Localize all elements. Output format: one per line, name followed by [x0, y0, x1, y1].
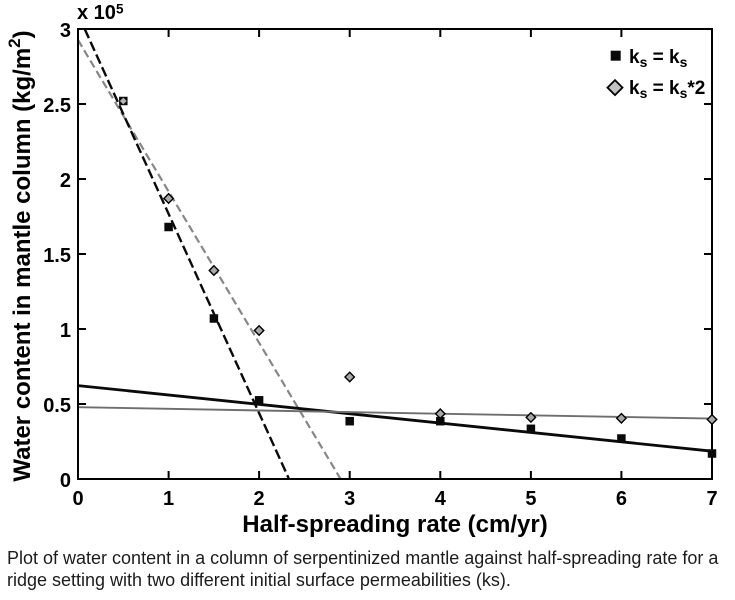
svg-text:x 105: x 105: [77, 1, 124, 24]
svg-text:2.5: 2.5: [43, 95, 71, 117]
svg-text:3: 3: [60, 20, 71, 42]
svg-text:1.5: 1.5: [43, 245, 71, 267]
svg-text:2: 2: [60, 170, 71, 192]
svg-text:4: 4: [435, 488, 447, 510]
svg-text:0: 0: [72, 488, 83, 510]
svg-text:3: 3: [344, 488, 355, 510]
svg-text:1: 1: [60, 320, 71, 342]
svg-text:0: 0: [60, 470, 71, 492]
svg-text:0.5: 0.5: [43, 395, 71, 417]
svg-text:ks = ks*2: ks = ks*2: [629, 78, 705, 101]
svg-text:7: 7: [706, 488, 717, 510]
svg-text:1: 1: [163, 488, 174, 510]
svg-text:2: 2: [254, 488, 265, 510]
svg-text:5: 5: [525, 488, 536, 510]
svg-text:Water content in mantle column: Water content in mantle column (kg/m2): [5, 30, 36, 481]
svg-text:Half-spreading rate (cm/yr): Half-spreading rate (cm/yr): [242, 511, 547, 538]
svg-text:ks = ks: ks = ks: [629, 47, 688, 70]
svg-text:6: 6: [616, 488, 627, 510]
